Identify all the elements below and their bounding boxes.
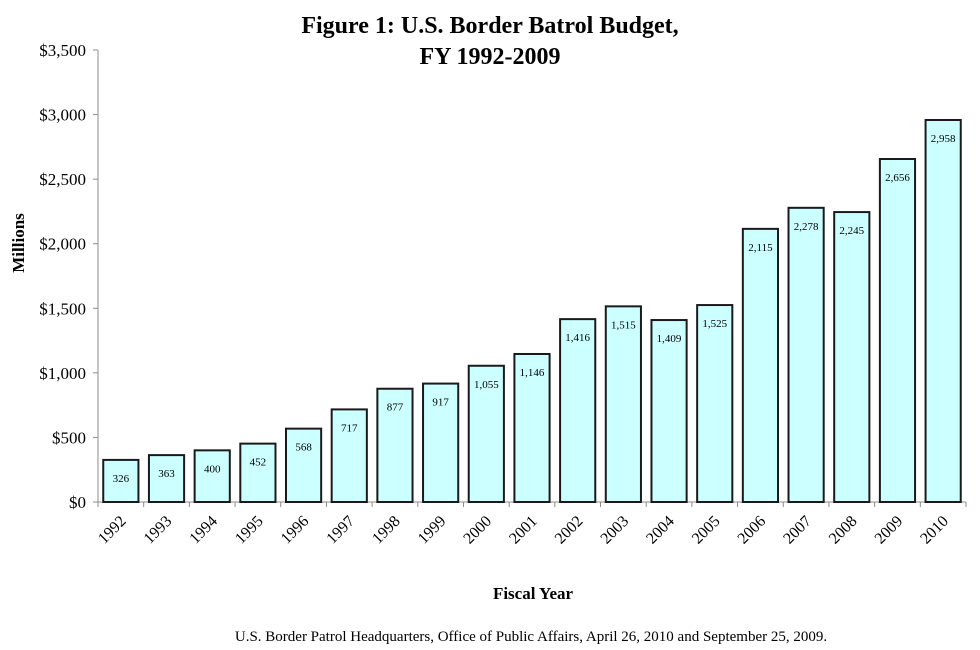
y-tick-label: $1,000 <box>39 364 86 383</box>
bar-labels-group: 326 363 400 452 568 717 877 917 1,055 1,146 1,416 1… <box>113 133 956 485</box>
bar-2001 <box>513 353 551 503</box>
bar-2000 <box>467 364 505 503</box>
x-tick-label: 2007 <box>780 513 815 548</box>
x-tick-label: 2005 <box>689 513 724 548</box>
bar-value-label: 1,515 <box>611 319 636 331</box>
bar-2003 <box>604 305 642 503</box>
x-tick-label: 1999 <box>415 513 450 548</box>
bar-value-label: 363 <box>158 468 175 480</box>
bars-group <box>102 118 962 504</box>
y-tick-label: $1,500 <box>39 299 86 318</box>
x-tick-labels-group: 1992 1993 1994 1995 1996 1997 1998 1999 2000 2001… <box>95 513 952 548</box>
x-tick-label: 1998 <box>369 513 404 548</box>
bar-2009 <box>878 157 917 503</box>
bar-1994 <box>193 449 231 504</box>
y-tick-label: $3,000 <box>39 106 86 125</box>
x-tick-label: 1997 <box>323 513 358 548</box>
bar-2002 <box>559 318 597 504</box>
bar-1992 <box>102 458 140 503</box>
bar-value-label: 1,409 <box>657 333 682 345</box>
bar-value-label: 2,115 <box>748 242 773 254</box>
x-tick-label: 2010 <box>917 513 952 548</box>
bar-1995 <box>239 442 277 504</box>
source-note: U.S. Border Patrol Headquarters, Office … <box>235 629 827 645</box>
y-tick-label: $2,000 <box>39 235 86 254</box>
bar-1998 <box>376 387 414 503</box>
x-axis-title: Fiscal Year <box>493 584 574 603</box>
x-tick-label: 2003 <box>598 513 633 548</box>
bar-value-label: 1,146 <box>520 367 545 379</box>
bar-2008 <box>833 211 871 503</box>
x-tick-label: 2006 <box>735 513 770 548</box>
x-tick-label: 1993 <box>141 513 176 548</box>
bar-value-label: 1,416 <box>565 332 590 344</box>
chart-title-line-1: Figure 1: U.S. Border Batrol Budget, <box>301 13 678 39</box>
bar-value-label: 326 <box>113 473 130 485</box>
x-tick-label: 2008 <box>826 513 861 548</box>
bar-value-label: 2,656 <box>885 172 910 184</box>
y-axis-title: Millions <box>9 213 28 273</box>
bar-value-label: 400 <box>204 463 221 475</box>
bar-value-label: 2,245 <box>839 225 864 237</box>
bar-2005 <box>696 304 734 503</box>
bar-value-label: 917 <box>432 397 449 409</box>
x-tick-label: 2004 <box>643 513 678 548</box>
bar-2004 <box>650 319 688 503</box>
x-tick-label: 2000 <box>460 513 495 548</box>
y-tick-label: $2,500 <box>39 170 86 189</box>
bar-2006 <box>741 227 780 503</box>
bar-2010 <box>924 118 962 504</box>
x-tick-label: 2009 <box>872 513 907 548</box>
x-tick-label: 1992 <box>95 513 130 548</box>
bar-value-label: 568 <box>295 442 312 454</box>
y-tick-label: $3,500 <box>39 41 86 60</box>
chart-title-line-2: FY 1992-2009 <box>419 44 560 70</box>
x-tick-label: 2002 <box>552 513 587 548</box>
y-tick-label: $0 <box>69 493 86 512</box>
bar-1999 <box>422 382 460 503</box>
bar-value-label: 452 <box>250 457 267 469</box>
bar-1997 <box>330 408 368 503</box>
y-tick-label: $500 <box>52 428 86 447</box>
bar-value-label: 2,278 <box>794 221 819 233</box>
bar-value-label: 877 <box>387 402 404 414</box>
y-axis: $0 $500 $1,000 $1,500 $2,000 $2,500 $3,000 $3,5… <box>39 41 99 512</box>
x-tick-label: 1995 <box>232 513 267 548</box>
bar-value-label: 1,525 <box>702 318 727 330</box>
bar-value-label: 2,958 <box>931 133 956 145</box>
x-tick-label: 2001 <box>506 513 541 548</box>
bar-value-label: 717 <box>341 422 358 434</box>
bar-value-label: 1,055 <box>474 379 499 391</box>
bar-1996 <box>284 427 323 503</box>
x-tick-label: 1996 <box>278 513 313 548</box>
x-tick-label: 1994 <box>186 513 221 548</box>
bar-2007 <box>787 206 825 504</box>
bar-1993 <box>147 454 186 504</box>
